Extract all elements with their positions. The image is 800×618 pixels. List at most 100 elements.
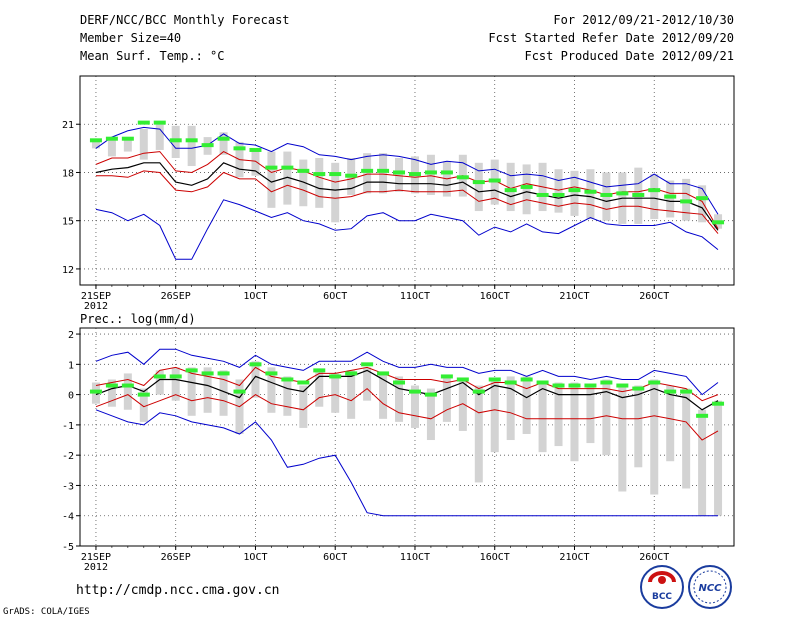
temperature-median-mark: [313, 172, 326, 177]
temperature-spread-box: [426, 154, 435, 195]
temperature-xtick-label: 16OCT: [480, 291, 510, 302]
precipitation-median-mark: [600, 380, 613, 385]
precipitation-upper-line: [95, 366, 719, 402]
precipitation-spread-box: [682, 388, 691, 489]
precipitation-median-mark: [552, 383, 565, 388]
precipitation-xtick-label: 6OCT: [323, 552, 347, 563]
precipitation-spread-box: [554, 382, 563, 447]
precipitation-median-mark: [345, 371, 358, 376]
precipitation-spread-box: [203, 367, 212, 413]
precipitation-max-line: [95, 348, 719, 396]
temperature-median-mark: [281, 165, 294, 170]
temperature-median-mark: [456, 175, 469, 180]
precipitation-median-mark: [329, 374, 342, 379]
temperature-median-mark: [217, 136, 230, 141]
precipitation-spread-box: [283, 376, 292, 416]
temperature-max-line: [95, 126, 719, 215]
precipitation-spread-box: [426, 388, 435, 441]
temperature-spread-box: [219, 132, 228, 155]
temperature-mean-line: [95, 162, 719, 231]
temperature-xtick-label: 11OCT: [400, 291, 430, 302]
temperature-xtick-label: 6OCT: [323, 291, 347, 302]
precipitation-spread-box: [506, 376, 515, 441]
temperature-median-mark: [488, 178, 501, 183]
precipitation-median-mark: [185, 368, 198, 373]
precipitation-median-mark: [313, 368, 326, 373]
precipitation-spread-box: [395, 376, 404, 422]
temperature-median-mark: [105, 136, 118, 141]
temperature-median-mark: [329, 172, 342, 177]
temperature-median-mark: [696, 196, 709, 201]
precipitation-spread-box: [107, 379, 116, 407]
precipitation-median-mark: [472, 389, 485, 394]
source-url-link[interactable]: http://cmdp.ncc.cma.gov.cn: [76, 583, 280, 598]
precipitation-xtick-label: 26OCT: [639, 552, 669, 563]
forecast-period-label: For 2012/09/21-2012/10/30: [553, 13, 734, 27]
temperature-spread-box: [379, 153, 388, 194]
temperature-median-mark: [536, 192, 549, 197]
precipitation-spread-box: [698, 409, 707, 516]
temperature-lower-line: [96, 170, 719, 234]
precipitation-median-mark: [249, 362, 262, 367]
precipitation-median-mark: [408, 389, 421, 394]
precipitation-xtick-label: 26SEP: [161, 552, 191, 563]
precipitation-median-mark: [233, 389, 246, 394]
precipitation-spread-box: [458, 379, 467, 431]
precipitation-spread-box: [219, 370, 228, 416]
precipitation-spread-box: [363, 367, 372, 401]
precipitation-median-mark: [712, 401, 725, 406]
precipitation-median-mark: [520, 377, 533, 382]
temperature-median-mark: [680, 199, 693, 204]
temperature-median-mark: [424, 170, 437, 175]
temperature-median-mark: [504, 188, 517, 193]
ncc-logo: NCC: [688, 565, 732, 609]
temperature-spread-box: [107, 140, 116, 157]
temperature-spread-box: [698, 185, 707, 223]
precipitation-ytick-label: 2: [68, 330, 74, 341]
temperature-spread-box: [554, 169, 563, 213]
temperature-median-mark: [169, 138, 182, 143]
temperature-xtick-label: 21SEP: [81, 291, 111, 302]
precipitation-spread-box: [586, 385, 595, 444]
temperature-xtick-label: 21OCT: [559, 291, 589, 302]
precipitation-ytick-label: -1: [62, 421, 74, 432]
temperature-spread-box: [299, 159, 308, 207]
temperature-median-mark: [552, 192, 565, 197]
precipitation-ytick-label: -2: [62, 451, 74, 462]
temperature-spread-box: [315, 157, 324, 208]
temperature-median-mark: [377, 168, 390, 173]
temperature-ytick-label: 18: [62, 168, 74, 179]
precipitation-median-mark: [297, 380, 310, 385]
precipitation-spread-box: [666, 385, 675, 462]
temperature-median-mark: [632, 192, 645, 197]
precipitation-spread-box: [474, 385, 483, 483]
temperature-median-mark: [89, 138, 102, 143]
precipitation-spread-box: [538, 382, 547, 453]
temperature-median-mark: [584, 189, 597, 194]
temperature-spread-box: [283, 151, 292, 205]
precipitation-spread-box: [442, 376, 451, 422]
temperature-median-mark: [393, 170, 406, 175]
precipitation-spread-box: [155, 370, 164, 395]
precipitation-xtick-label: 21SEP: [81, 552, 111, 563]
temperature-spread-box: [650, 174, 659, 220]
precipitation-median-mark: [265, 371, 278, 376]
precipitation-panel: -5 -4 -3 -2 -1 0 1 2 21SEP 26SEP 1OCT 6OCT 11OCT 16OC…: [62, 327, 735, 573]
temperature-median-mark: [185, 138, 198, 143]
temperature-median-mark: [361, 168, 374, 173]
temperature-spread-box: [267, 151, 276, 208]
precipitation-xtick-label: 1OCT: [243, 552, 267, 563]
temperature-median-mark: [568, 188, 581, 193]
precipitation-median-mark: [153, 374, 166, 379]
precipitation-median-mark: [456, 377, 469, 382]
temperature-median-mark: [265, 165, 278, 170]
temperature-spread-box: [155, 124, 164, 150]
precipitation-xtick-label: 11OCT: [400, 552, 430, 563]
precipitation-median-mark: [568, 383, 581, 388]
precipitation-ytick-label: 0: [68, 391, 74, 402]
precipitation-min-line: [95, 409, 718, 517]
temperature-median-mark: [408, 172, 421, 177]
precipitation-ytick-label: 1: [68, 360, 74, 371]
precipitation-median-mark: [616, 383, 629, 388]
